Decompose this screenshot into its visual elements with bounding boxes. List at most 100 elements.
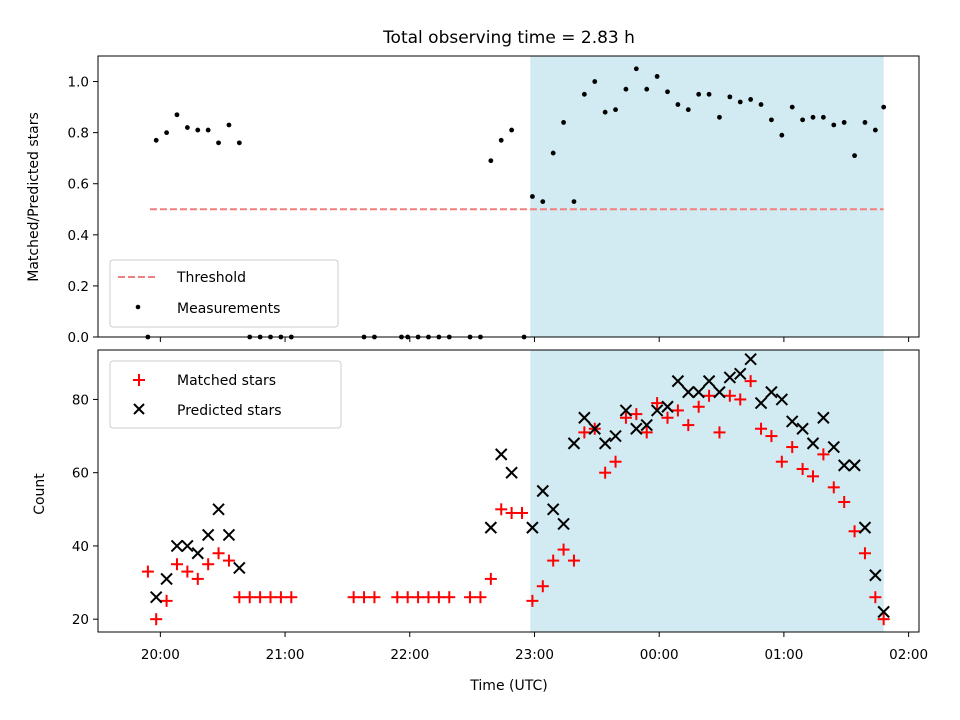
- measurement-point: [216, 140, 221, 146]
- count-plot-area: [141, 352, 890, 626]
- predicted-star-point: [222, 528, 236, 542]
- observing-window-shade: [530, 56, 884, 337]
- matched-star-point: [796, 463, 809, 476]
- matched-star-point: [401, 591, 414, 604]
- predicted-star-point: [170, 539, 184, 553]
- predicted-star-point: [682, 385, 695, 399]
- matched-star-point: [170, 558, 183, 571]
- count-panel: 20 40 60 80 20:00 21:00 22:00 23:00 00:00 01:00 0…: [32, 349, 928, 694]
- predicted-star-point: [661, 400, 674, 413]
- predicted-star-point: [858, 521, 872, 534]
- measurement-point: [769, 117, 774, 123]
- chart-title: Total observing time = 2.83 h: [382, 28, 635, 48]
- measurement-point: [706, 91, 712, 97]
- matched-star-point: [347, 591, 360, 604]
- predicted-star-point: [505, 466, 518, 479]
- matched-star-point: [713, 426, 726, 439]
- measurement-point: [727, 94, 733, 100]
- measurement-point: [665, 89, 670, 95]
- time-x-tick-label: 20:00: [141, 647, 180, 663]
- measurement-point: [174, 112, 180, 118]
- predicted-star-point: [495, 448, 508, 461]
- measurement-point: [550, 150, 556, 156]
- matched-star-point: [765, 430, 778, 443]
- measurement-point: [633, 66, 639, 72]
- matched-star-point: [191, 572, 204, 585]
- ratio-panel: 0.0 0.2 0.4 0.6 0.8 1.0 Total observing time …: [26, 28, 920, 346]
- predicted-star-point: [233, 561, 246, 575]
- matched-star-point: [858, 547, 871, 560]
- predicted-star-point: [640, 418, 653, 432]
- matched-star-point: [368, 591, 381, 604]
- matched-star-point: [412, 591, 425, 604]
- predicted-star-point: [650, 404, 664, 417]
- predicted-star-point: [149, 591, 163, 604]
- measurement-point: [592, 79, 598, 84]
- matched-star-point: [723, 389, 736, 402]
- measurement-point: [184, 125, 190, 130]
- measurement-point: [613, 107, 618, 113]
- measurements-legend-swatch: [135, 304, 141, 310]
- measurement-point: [862, 120, 868, 125]
- matched-star-point: [567, 554, 580, 567]
- matched-star-point: [599, 466, 612, 479]
- matched-star-point: [495, 503, 508, 516]
- measurement-point: [488, 158, 494, 164]
- matched-legend-swatch: [133, 374, 145, 386]
- predicted-legend-label: Predicted stars: [177, 403, 282, 419]
- measurement-point: [717, 114, 722, 120]
- ratio-y-tick-label: 0.8: [68, 126, 89, 142]
- ratio-y-tick-label: 0.2: [68, 279, 89, 295]
- matched-star-point: [682, 419, 695, 432]
- matched-star-point: [358, 591, 371, 604]
- measurement-point: [561, 120, 566, 125]
- measurement-point: [644, 86, 650, 92]
- measurement-point: [602, 109, 608, 115]
- matched-star-point: [734, 393, 747, 406]
- measurement-point: [509, 127, 515, 133]
- matched-star-point: [254, 591, 267, 604]
- measurement-point: [685, 107, 691, 113]
- ratio-x-axis-ticks: [159, 337, 910, 342]
- matched-star-point: [630, 408, 643, 421]
- measurement-point: [758, 102, 764, 107]
- predicted-star-point: [212, 503, 225, 516]
- measurement-point: [748, 97, 754, 102]
- threshold-legend-label: Threshold: [176, 270, 246, 286]
- matched-star-point: [484, 572, 497, 585]
- matched-star-point: [243, 591, 256, 604]
- matched-star-point: [160, 594, 173, 607]
- matched-star-point: [744, 375, 757, 388]
- predicted-star-point: [160, 572, 173, 586]
- ratio-y-axis-label: Matched/Predicted stars: [26, 112, 42, 282]
- measurement-point: [779, 132, 785, 138]
- time-x-tick-label: 00:00: [640, 647, 679, 663]
- measurement-point: [571, 199, 577, 205]
- predicted-star-point: [734, 367, 747, 381]
- predicted-star-point: [536, 484, 550, 498]
- matched-legend-label: Matched stars: [177, 373, 276, 389]
- matched-star-point: [547, 554, 560, 567]
- count-panel-frame: [97, 349, 920, 633]
- measurement-point: [498, 137, 504, 143]
- predicted-star-point: [848, 459, 861, 472]
- matched-star-point: [869, 591, 882, 604]
- predicted-star-point: [713, 385, 726, 399]
- time-x-tick-label: 23:00: [515, 647, 554, 663]
- matched-star-point: [222, 554, 235, 567]
- predicted-star-point: [692, 385, 705, 399]
- measurement-point: [530, 194, 535, 199]
- measurement-point: [623, 86, 629, 92]
- predicted-star-point: [786, 415, 799, 428]
- measurement-point: [236, 140, 242, 146]
- matched-star-point: [202, 558, 215, 571]
- predicted-star-point: [765, 385, 778, 399]
- ratio-legend-box: [109, 259, 339, 328]
- predicted-star-point: [869, 569, 882, 582]
- measurement-point: [205, 127, 211, 133]
- matched-star-point: [391, 591, 404, 604]
- predicted-star-point: [201, 528, 215, 542]
- predicted-star-point: [806, 437, 820, 450]
- measurement-point: [164, 130, 169, 136]
- count-y-axis-label: Count: [32, 473, 48, 515]
